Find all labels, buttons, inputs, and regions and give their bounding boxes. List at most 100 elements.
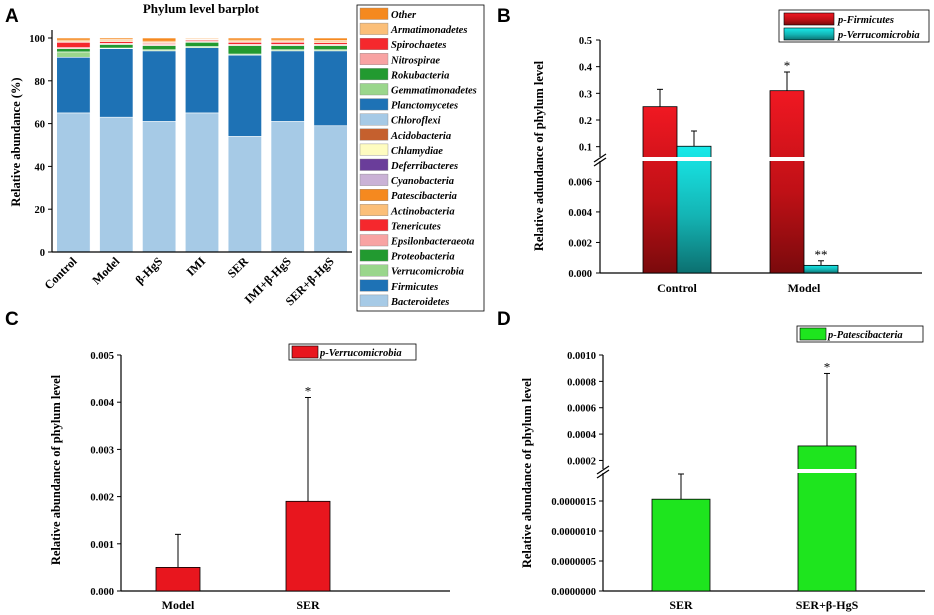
panel-c-ytick-label: 0.003 xyxy=(90,445,114,456)
legend-swatch-verrucomicrobia xyxy=(359,264,389,277)
legend-label-acidobacteria: Acidobacteria xyxy=(390,131,451,142)
panel-b-ytick-label: 0.002 xyxy=(568,238,592,249)
legend-swatch-verrucomicrobia xyxy=(783,27,835,41)
legend-swatch-patescibacteria xyxy=(799,327,827,341)
legend-label-nitrospirae: Nitrospirae xyxy=(390,55,440,66)
bar-segment-other-imi xyxy=(184,37,220,40)
legend-swatch-actinobacteria xyxy=(359,204,389,217)
panel-d-ytick-label: 0.0000010 xyxy=(551,527,596,538)
panel-label-b: B xyxy=(497,6,511,27)
bar-segment-other-ser xyxy=(227,37,262,41)
bar-segment-firmicutes-ser xyxy=(227,54,262,137)
legend-swatch-spirochaetes xyxy=(359,38,389,50)
legend-swatch-chloroflexi xyxy=(359,113,389,126)
legend-swatch-proteobacteria xyxy=(359,249,389,262)
bar-segment-proteobacteria-ser xyxy=(227,45,262,55)
panel-a-category-ser: SER xyxy=(225,254,252,281)
legend-label-armatimonadetes: Armatimonadetes xyxy=(390,25,467,36)
panel-b-ytick-label: 0.1 xyxy=(579,143,592,154)
legend-swatch-other xyxy=(359,7,389,20)
bar-p-firmicutes-model xyxy=(769,90,805,274)
legend-swatch-acidobacteria xyxy=(359,128,389,141)
legend-label-planctomycetes: Planctomycetes xyxy=(391,101,458,112)
significance-p-verrucomicrobia-model: ** xyxy=(815,247,828,262)
bar-segment-tenericutes-ser xyxy=(227,41,262,45)
panel-a-category-control: Control xyxy=(42,254,80,292)
legend-label-tenericutes: Tenericutes xyxy=(391,221,441,232)
legend-label-other: Other xyxy=(391,10,417,21)
significance-ser: * xyxy=(305,383,312,398)
bar-segment-other-imi-hgs xyxy=(270,37,305,41)
panel-c-ytick-label: 0.000 xyxy=(90,587,114,598)
legend-label-firmicutes: p-Firmicutes xyxy=(837,15,894,26)
legend-swatch-bacteroidetes xyxy=(359,294,389,307)
panel-d-category-ser: SER xyxy=(669,598,693,612)
bar-p-verrucomicrobia-model xyxy=(803,264,839,274)
panel-d-legend-box xyxy=(796,325,924,343)
bar-p-verrucomicrobia-ser xyxy=(285,500,331,592)
panel-d-ytick-label: 0.0004 xyxy=(567,430,597,441)
legend-label-verrucomicrobia: Verrucomicrobia xyxy=(391,267,464,278)
panel-d-legend: p-Patescibacteria xyxy=(796,325,924,343)
bar-segment-bacteroidetes-hgs xyxy=(142,121,177,253)
bar-segment-other-control xyxy=(56,37,91,41)
bar-segment-proteobacteria-control xyxy=(56,48,91,53)
panel-c: 0.000 0.001 0.002 0.003 0.004 0.005 * Model SE… xyxy=(49,343,450,612)
panel-a: Phylum level barplot 0 20 40 60 80 100 Contro… xyxy=(9,1,485,312)
legend-label-verrucomicrobia: p-Verrucomicrobia xyxy=(837,30,920,41)
legend-label-cyanobacteria: Cyanobacteria xyxy=(391,176,454,187)
legend-swatch-verrucomicrobia-c xyxy=(291,345,319,359)
legend-label-epsilonbacteraeota: Epsilonbacteraeota xyxy=(390,237,474,248)
legend-label-patescibacteria: Patescibacteria xyxy=(391,191,457,202)
panel-a-ytick-label: 0 xyxy=(40,248,45,259)
panel-d-ytick-label: 0.0000015 xyxy=(551,497,596,508)
bar-segment-firmicutes-imi-hgs xyxy=(270,50,305,122)
panel-d-ytick-label: 0.0000000 xyxy=(551,587,596,598)
panel-b-axis-break xyxy=(590,157,930,161)
panel-b-ytick-label: 0.5 xyxy=(579,36,592,47)
legend-label-firmicutes: Firmicutes xyxy=(390,282,438,293)
panel-c-ylabel: Relative abundance of phylum level xyxy=(49,374,63,565)
panel-d: 0.0002 0.0004 0.0006 0.0008 0.0010 0.0000000 0… xyxy=(520,325,933,612)
bar-segment-other-ser-hgs xyxy=(313,37,348,41)
panel-d-axis-break xyxy=(593,469,933,473)
panel-c-legend: p-Verrucomicrobia xyxy=(288,343,417,361)
panel-b-category-control: Control xyxy=(657,281,697,295)
legend-label-spirochaetes: Spirochaetes xyxy=(391,40,446,51)
bar-segment-bacteroidetes-ser xyxy=(227,136,262,253)
bar-segment-bacteroidetes-ser-hgs xyxy=(313,125,348,253)
legend-label-deferribacteres: Deferribacteres xyxy=(390,161,458,172)
legend-swatch-epsilonbacteraeota xyxy=(359,234,389,247)
bar-segment-bacteroidetes-model xyxy=(99,116,134,253)
legend-label-chlamydiae: Chlamydiae xyxy=(391,146,443,157)
legend-label-gemmatimonadetes: Gemmatimonadetes xyxy=(391,86,477,97)
panel-b-ytick-label: 0.000 xyxy=(568,269,592,280)
panel-c-ytick-label: 0.002 xyxy=(90,493,114,504)
panel-b-ytick-label: 0.2 xyxy=(579,116,592,127)
bar-segment-firmicutes-ser-hgs xyxy=(313,50,348,127)
legend-swatch-nitrospirae xyxy=(359,53,389,65)
legend-swatch-tenericutes xyxy=(359,219,389,232)
significance-ser-hgs: * xyxy=(824,359,831,374)
legend-label-verrucomicrobia-c: p-Verrucomicrobia xyxy=(319,348,402,359)
bar-segment-tenericutes-imi-hgs xyxy=(270,41,305,45)
legend-label-chloroflexi: Chloroflexi xyxy=(391,116,441,127)
bar-segment-bacteroidetes-imi-hgs xyxy=(270,121,305,253)
panel-c-ytick-label: 0.004 xyxy=(90,398,114,409)
panel-c-category-model: Model xyxy=(162,598,195,612)
bar-p-verrucomicrobia-control xyxy=(676,145,712,274)
bar-segment-verrucomicrobia-control xyxy=(56,51,91,58)
panel-c-ytick-label: 0.001 xyxy=(90,540,114,551)
legend-swatch-cyanobacteria xyxy=(359,173,389,186)
panel-d-break-mark-1 xyxy=(596,465,610,475)
panel-a-ytick-label: 60 xyxy=(35,120,46,131)
bar-segment-firmicutes-model xyxy=(99,48,134,118)
bar-p-firmicutes-control xyxy=(642,106,678,274)
bar-p-verrucomicrobia-model xyxy=(155,567,201,592)
panel-a-ytick-label: 80 xyxy=(35,77,46,88)
panel-d-ytick-label: 0.0002 xyxy=(567,456,596,467)
panel-c-category-ser: SER xyxy=(296,598,320,612)
panel-b-ytick-label: 0.3 xyxy=(579,89,592,100)
panel-c-ytick-label: 0.005 xyxy=(90,351,114,362)
